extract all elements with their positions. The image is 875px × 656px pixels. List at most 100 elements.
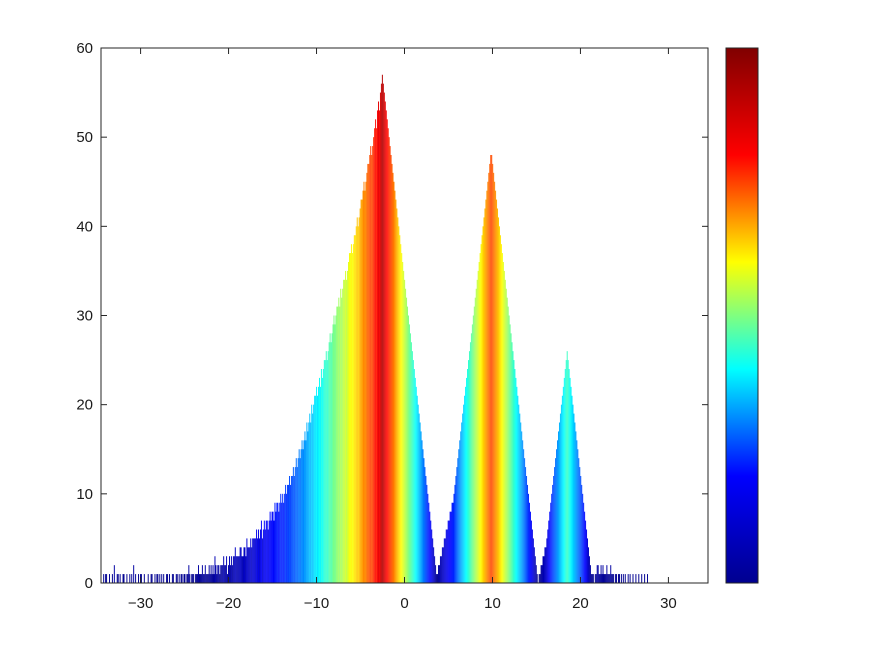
histogram-bar [594, 574, 596, 583]
histogram-bar [346, 279, 348, 583]
histogram-bar [624, 574, 626, 583]
histogram-bar [622, 574, 624, 583]
histogram-bar [586, 529, 588, 583]
histogram-bar [260, 520, 262, 583]
histogram-bar [327, 351, 329, 583]
histogram-bar [189, 574, 191, 583]
histogram-bar [116, 574, 118, 583]
histogram-bar [558, 431, 559, 583]
histogram-bar [261, 538, 263, 583]
histogram-bar [556, 449, 558, 583]
histogram-bar [273, 520, 275, 583]
histogram-bar [596, 565, 598, 583]
histogram-bar [281, 502, 283, 583]
histogram-bar [331, 333, 333, 583]
histogram-bar [329, 333, 331, 583]
histogram-bar [290, 476, 292, 583]
histogram-bar [258, 529, 259, 583]
histogram-bar [466, 377, 468, 583]
histogram-bar [131, 574, 133, 583]
histogram-bar [516, 386, 518, 583]
histogram-bar [431, 529, 433, 583]
histogram-bar [602, 565, 604, 583]
histogram-bar [558, 422, 560, 583]
histogram-bar [228, 556, 230, 583]
histogram-bar [255, 538, 257, 583]
histogram-bar [531, 529, 533, 583]
histogram-bar [577, 449, 579, 583]
histogram-bar [404, 279, 406, 583]
histogram-bar [523, 449, 525, 583]
histogram-bar [444, 538, 446, 583]
histogram-bar [267, 529, 269, 583]
histogram-bar [303, 440, 305, 583]
histogram-bar [295, 458, 297, 583]
histogram-bar [201, 565, 203, 583]
histogram-bar [620, 574, 622, 583]
histogram-bar [231, 565, 233, 583]
histogram-bar [167, 574, 169, 583]
histogram-bar [467, 369, 469, 583]
histogram-bar [135, 574, 137, 583]
histogram-bar [606, 565, 608, 583]
histogram-bar [573, 413, 575, 583]
histogram-bar [270, 520, 272, 583]
histogram-bar [609, 574, 611, 583]
histogram-bar [405, 288, 407, 583]
y-tick-label: 50 [76, 129, 93, 146]
histogram-bar [377, 110, 379, 584]
histogram-bar [347, 270, 349, 583]
histogram-bar [471, 324, 473, 583]
histogram-bar [506, 297, 508, 583]
histogram-bar [414, 377, 416, 583]
histogram-bar [605, 574, 607, 583]
histogram-bar [462, 413, 464, 583]
histogram-bar [181, 574, 183, 583]
histogram-bar [248, 547, 250, 583]
histogram-bar [533, 547, 535, 583]
histogram-bar [632, 574, 634, 583]
histogram-bar [478, 262, 480, 583]
histogram-bar [445, 529, 447, 583]
bars-layer [103, 74, 649, 584]
histogram-bar [345, 270, 347, 583]
histogram-bar [183, 574, 185, 583]
histogram-bar [375, 119, 377, 583]
histogram-bar [538, 574, 540, 583]
histogram-bar [438, 565, 439, 583]
histogram-bar [117, 574, 119, 583]
histogram-bar [369, 155, 371, 583]
x-tick-label: −10 [304, 595, 329, 612]
histogram-bar [468, 351, 470, 583]
histogram-bar [590, 574, 592, 583]
histogram-bar [600, 565, 602, 583]
histogram-bar [485, 199, 487, 584]
histogram-bar [535, 565, 537, 583]
histogram-bar [511, 342, 513, 583]
histogram-bar [513, 360, 515, 583]
histogram-bar [339, 306, 341, 583]
histogram-bar [568, 369, 570, 583]
y-tick-label: 60 [76, 40, 93, 57]
histogram-bar [484, 208, 486, 583]
histogram-bar [242, 556, 244, 583]
histogram-bar [304, 431, 306, 583]
histogram-bar [494, 181, 496, 583]
histogram-bar [246, 538, 248, 583]
histogram-bar [616, 574, 618, 583]
histogram-bar [413, 369, 415, 583]
histogram-bar [176, 574, 178, 583]
histogram-bar [547, 529, 549, 583]
histogram-bar [210, 565, 212, 583]
histogram-bar [526, 476, 528, 583]
histogram-bar [357, 226, 359, 584]
histogram-bar [240, 547, 242, 583]
histogram-bar [221, 565, 223, 583]
histogram-bar [166, 574, 168, 583]
histogram-bar [138, 574, 140, 583]
histogram-bar [395, 199, 397, 584]
histogram-bar [386, 119, 388, 583]
histogram-bar [257, 538, 259, 583]
histogram-bar [249, 547, 251, 583]
